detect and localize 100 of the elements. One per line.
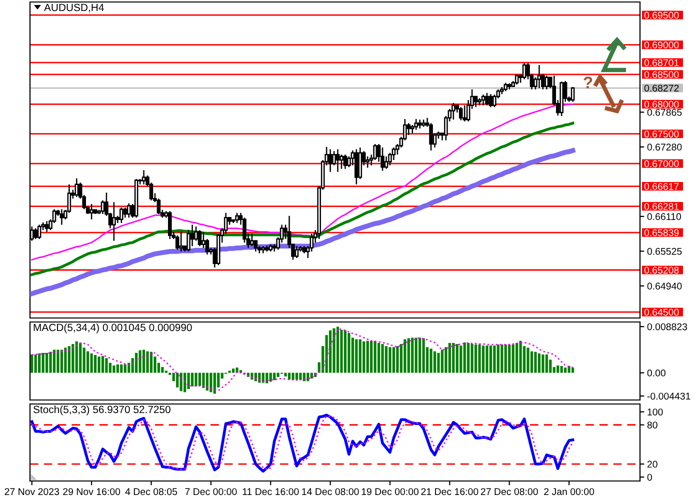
bar — [560, 366, 563, 373]
candlestick — [134, 178, 138, 218]
bar — [38, 353, 41, 373]
candlestick — [112, 202, 116, 242]
ref-line-label: 0.65839 — [644, 229, 679, 236]
ref-line-label: 0.66281 — [644, 203, 679, 210]
candlestick — [142, 169, 146, 185]
bar — [556, 365, 560, 373]
bar — [75, 341, 78, 373]
bar — [433, 351, 436, 373]
ref-line-label: 0.69500 — [644, 12, 679, 19]
bar — [400, 344, 402, 373]
bar — [470, 344, 474, 373]
candlestick — [302, 246, 306, 254]
x-tick-label: 4 Dec 08:05 — [125, 488, 178, 496]
bar — [448, 342, 451, 373]
candlestick — [175, 234, 180, 250]
bar — [463, 342, 466, 373]
bar — [392, 347, 396, 373]
chart-title: Stoch(5,3,3) 56.9370 52.7250 — [33, 406, 170, 416]
bar — [198, 372, 202, 386]
y-tick-label: 0.67865 — [647, 108, 682, 116]
bar — [299, 372, 302, 380]
bar — [452, 342, 455, 373]
bar — [135, 352, 138, 373]
bar — [190, 372, 194, 386]
bar — [295, 372, 298, 380]
ref-line-label: 0.65208 — [644, 266, 679, 274]
candlestick — [418, 118, 422, 130]
x-tick-label: 19 Dec 00:00 — [362, 488, 419, 496]
bar — [56, 350, 60, 373]
bar — [292, 372, 294, 380]
bar — [34, 354, 37, 373]
bar — [194, 372, 198, 386]
y-tick-label: 0.64940 — [647, 282, 682, 290]
bar — [489, 346, 492, 373]
bar — [101, 356, 104, 373]
bar — [460, 346, 462, 373]
ref-line-label: 0.68500 — [644, 71, 679, 78]
ref-line-label: 0.67500 — [644, 130, 679, 138]
bar — [49, 352, 52, 373]
x-tick-label: 21 Dec 16:00 — [421, 488, 478, 496]
y-tick-label: 0.67280 — [647, 144, 682, 151]
candlestick — [488, 93, 493, 108]
candlestick — [544, 75, 549, 90]
x-tick-label: 27 Nov 2023 — [4, 488, 60, 496]
candlestick — [268, 244, 273, 252]
candlestick — [261, 246, 266, 254]
ref-line-label: 0.68000 — [644, 100, 679, 108]
x-tick-label: 7 Dec 00:00 — [185, 488, 237, 496]
bar — [538, 353, 541, 373]
candlestick — [422, 118, 426, 128]
candlestick — [478, 98, 482, 106]
candlestick — [343, 154, 348, 170]
ref-line-label: 0.64500 — [644, 308, 679, 316]
line-series — [30, 148, 576, 296]
bar — [396, 346, 399, 373]
bar — [344, 330, 347, 373]
y-tick-label: 0 — [647, 474, 652, 481]
bar — [384, 346, 388, 373]
x-tick-label: 14 Dec 08:00 — [302, 488, 359, 496]
bar — [284, 372, 287, 376]
bar — [120, 364, 123, 373]
bar — [90, 353, 93, 373]
bar — [232, 368, 235, 373]
bar — [493, 346, 496, 373]
y-tick-label: -0.004431 — [647, 392, 690, 400]
bar — [180, 372, 182, 392]
candlestick — [560, 80, 564, 117]
candlestick — [336, 148, 340, 173]
bar — [530, 351, 534, 373]
candlestick — [74, 178, 79, 198]
candlestick — [481, 94, 486, 106]
candlestick — [90, 203, 94, 220]
bar — [496, 344, 500, 373]
bar — [512, 344, 514, 373]
candlestick — [452, 102, 456, 120]
bar — [138, 350, 142, 373]
bar — [94, 354, 97, 373]
candlestick — [168, 210, 172, 240]
bar — [516, 342, 518, 373]
bar — [571, 368, 574, 373]
bar — [437, 352, 440, 373]
bar — [45, 352, 48, 373]
bar — [474, 344, 478, 373]
bar — [568, 366, 570, 373]
candlestick — [537, 64, 542, 89]
bar — [202, 372, 205, 388]
x-tick-label: 2 Jan 00:00 — [544, 488, 594, 496]
bar — [407, 338, 410, 373]
candlestick — [504, 82, 508, 92]
candlestick — [522, 62, 526, 80]
bar — [500, 344, 504, 373]
y-tick-label: 0.65525 — [647, 248, 682, 255]
bar — [418, 338, 422, 373]
bar — [348, 332, 350, 373]
candlestick — [60, 208, 64, 226]
candlestick — [485, 92, 489, 106]
candlestick — [514, 74, 519, 86]
bar — [404, 339, 406, 373]
